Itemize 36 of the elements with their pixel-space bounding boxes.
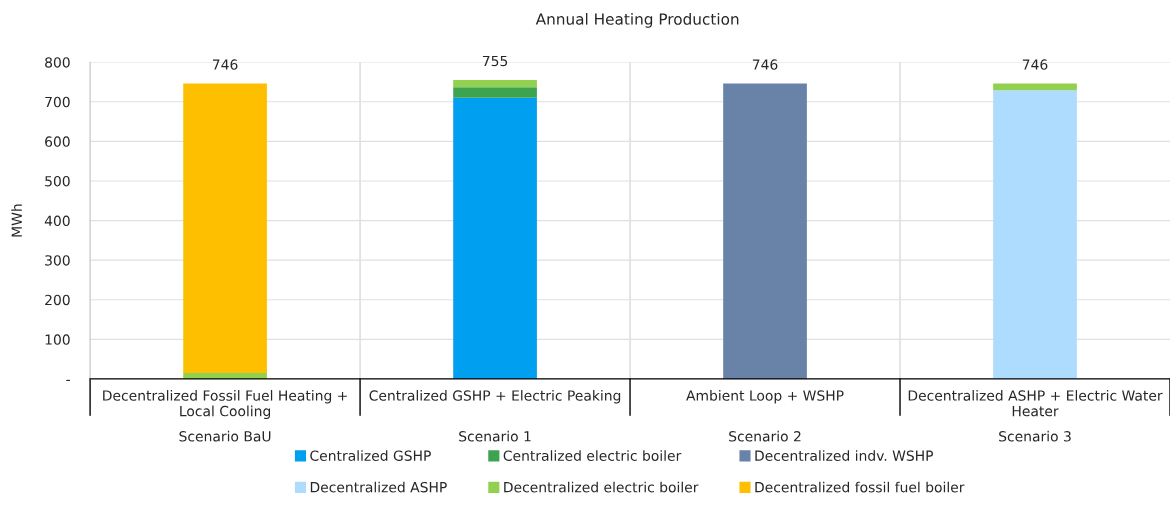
y-axis-title: MWh (11, 204, 22, 237)
bar (183, 83, 267, 373)
y-tick-label: 600 (45, 136, 70, 147)
x-tick-label: Ambient Loop + WSHP (686, 390, 844, 404)
bar (453, 80, 537, 88)
y-tick-label: 100 (45, 334, 70, 345)
y-tick-label: 800 (45, 57, 70, 68)
total-label: 755 (482, 55, 508, 67)
legend-label: Decentralized indv. WSHP (755, 450, 934, 461)
bar (453, 87, 537, 98)
x-tick-label: Decentralized ASHP + Electric Water Heater (908, 390, 1163, 417)
x-tick-label: Decentralized Fossil Fuel Heating + Local Cooling (103, 390, 347, 420)
bar (993, 83, 1077, 91)
text: Scenario 1 (459, 430, 531, 442)
text: Scenario BaU (179, 430, 271, 442)
legend-label: Decentralized electric boiler (504, 481, 699, 493)
y-tick-label: 300 (45, 255, 70, 266)
bar (993, 90, 1077, 379)
text: Scenario 2 (729, 430, 801, 442)
total-label: 746 (752, 59, 778, 70)
legend-label: Centralized electric boiler (503, 450, 682, 461)
legend-label: Decentralized ASHP (310, 481, 447, 493)
x-tick-label: Centralized GSHP + Electric Peaking (369, 390, 621, 404)
bar (453, 97, 537, 379)
total-label: 746 (212, 59, 238, 70)
y-tick-label: 500 (45, 175, 70, 187)
bar (723, 83, 807, 379)
chart-title: Annual Heating Production (535, 13, 739, 28)
y-tick-label: 200 (45, 294, 70, 306)
y-tick-label: - (66, 379, 70, 381)
y-tick-label: 400 (44, 215, 70, 227)
y-tick-label: 700 (45, 96, 70, 108)
legend-label: Decentralized fossil fuel boiler (755, 481, 965, 493)
text: Scenario 3 (999, 430, 1071, 442)
legend-label: Centralized GSHP (310, 450, 431, 461)
total-label: 746 (1022, 59, 1048, 70)
